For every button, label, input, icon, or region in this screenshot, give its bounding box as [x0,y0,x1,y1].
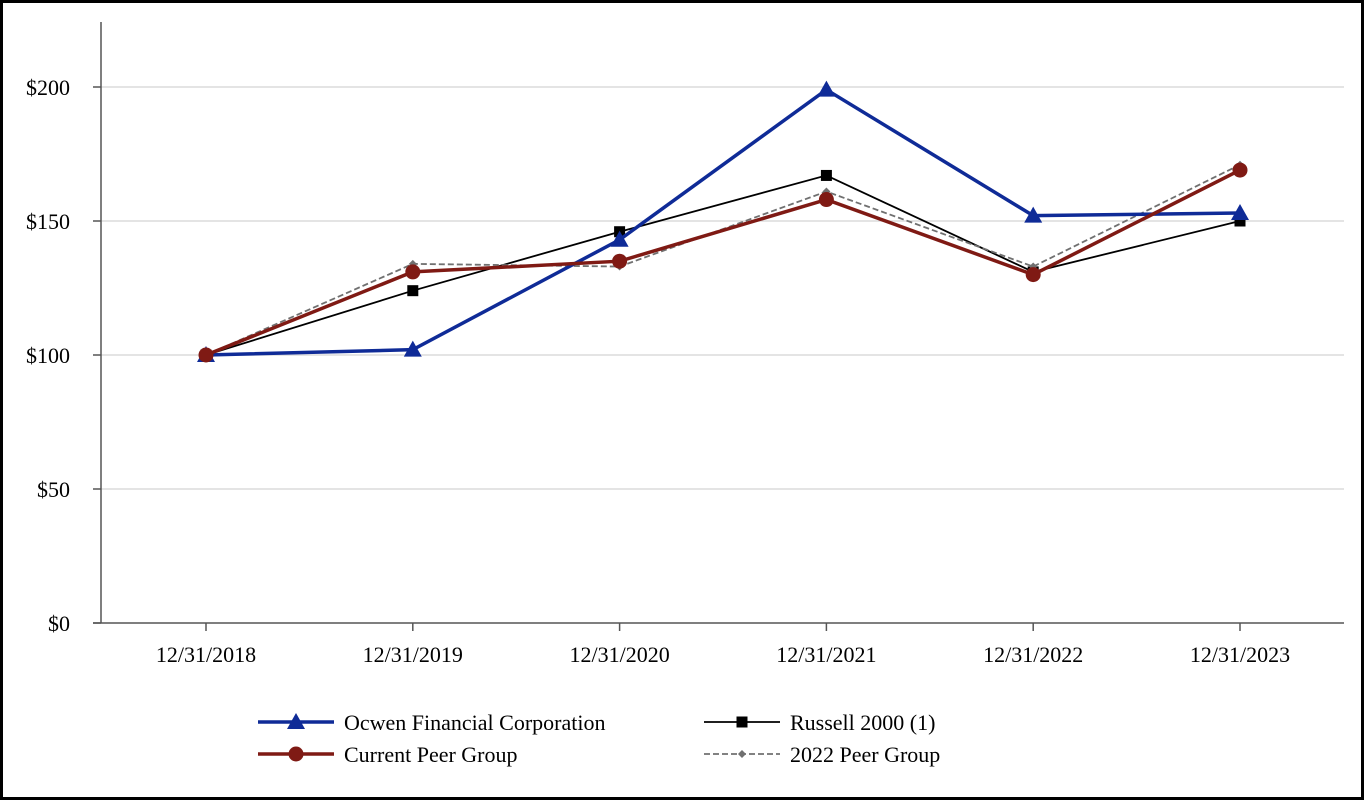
series-line-1 [205,174,1241,356]
legend-marker [738,750,746,758]
x-tick-label: 12/31/2020 [569,642,669,667]
x-tick-label: 12/31/2021 [776,642,876,667]
data-point [407,285,419,297]
x-tick-label: 12/31/2023 [1190,642,1290,667]
y-tick-label: $50 [37,477,70,502]
data-point [405,264,421,280]
data-point [817,80,836,97]
legend-label: Current Peer Group [344,742,518,767]
data-point [1025,267,1041,283]
legend-marker [736,716,748,728]
y-tick-label: $150 [26,209,70,234]
x-tick-label: 12/31/2018 [156,642,256,667]
series-line-2 [205,168,1241,357]
legend-marker [287,713,305,729]
data-point [1232,162,1248,178]
legend-marker [288,746,304,762]
data-point [610,230,629,247]
y-tick-label: $100 [26,343,70,368]
y-tick-label: $200 [26,75,70,100]
x-tick-label: 12/31/2022 [983,642,1083,667]
legend-label: Russell 2000 (1) [790,710,935,735]
data-point [820,169,832,181]
data-point [198,347,214,363]
data-point [403,340,422,357]
data-point [1231,203,1249,220]
legend-label: Ocwen Financial Corporation [344,710,606,735]
data-point [612,253,628,269]
data-point [1234,215,1246,227]
y-tick-label: $0 [48,611,70,636]
series-line-0 [205,87,1241,357]
data-point [1024,206,1043,223]
data-point [818,192,834,208]
x-tick-label: 12/31/2019 [363,642,463,667]
legend-label: 2022 Peer Group [790,742,940,767]
